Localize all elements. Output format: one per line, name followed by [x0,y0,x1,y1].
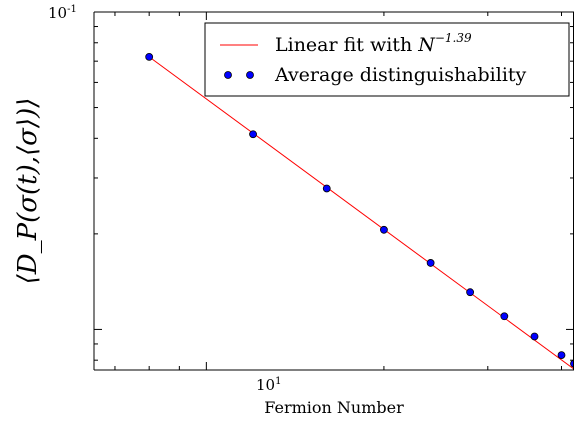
data-point [557,351,566,360]
data-point [145,53,154,61]
data-point [322,184,331,193]
data-point [500,312,509,321]
x-tick-label: 101 [256,376,281,394]
legend-box [204,22,570,97]
chart-marks [145,53,574,370]
data-point [530,332,539,341]
y-axis-title: ⟨D_P(σ(t),⟨σ⟩)⟩ [13,98,43,285]
y-tick-label: 10-1 [48,4,77,22]
data-point [380,225,388,234]
legend-dot-marker-right [246,71,254,79]
legend: Linear fit with N−1.39 Average distingui… [204,22,570,97]
axis-ticks [94,11,574,370]
x-axis-title: Fermion Number [264,398,404,417]
legend-average-label: Average distinguishability [274,64,527,86]
legend-fit-label: Linear fit with N−1.39 [275,31,472,56]
legend-dot-marker-left [224,71,232,79]
data-point [466,288,475,297]
data-point [426,259,435,267]
data-point [249,130,257,139]
